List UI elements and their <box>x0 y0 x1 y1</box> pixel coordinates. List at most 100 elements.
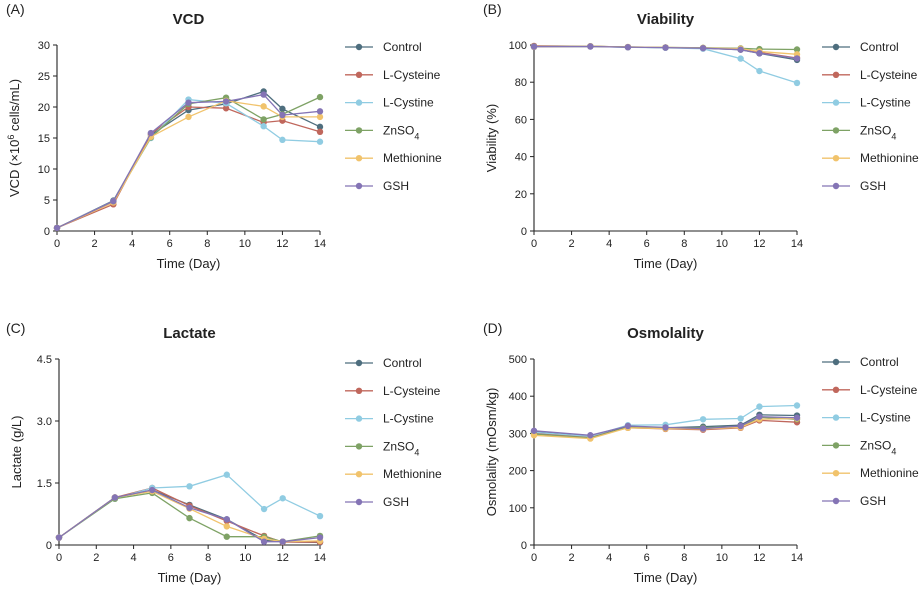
series-l-cysteine <box>53 103 324 232</box>
data-point <box>316 138 324 145</box>
y-axis-label: Lactate (g/L) <box>9 416 24 489</box>
data-point <box>316 113 324 121</box>
data-point <box>260 538 268 545</box>
legend-label: ZnSO4 <box>860 438 896 456</box>
legend-swatch-marker <box>832 497 840 505</box>
y-tick-label: 3.0 <box>37 416 52 428</box>
x-tick-label: 0 <box>54 238 60 250</box>
x-tick-label: 0 <box>531 238 537 250</box>
panel-letter: (C) <box>6 320 25 336</box>
data-point <box>186 514 193 522</box>
data-point <box>279 111 286 119</box>
legend-label: L-Cysteine <box>383 68 441 82</box>
data-point <box>186 504 193 511</box>
legend-swatch-marker <box>832 386 840 393</box>
y-tick-label: 0 <box>521 540 527 552</box>
data-point <box>279 495 286 502</box>
legend-swatch-marker <box>832 470 840 477</box>
legend-swatch-marker <box>355 99 363 106</box>
y-tick-label: 100 <box>509 40 527 52</box>
legend-label: L-Cystine <box>383 412 434 426</box>
data-point <box>624 422 632 430</box>
x-axis-label: Time (Day) <box>157 256 221 271</box>
series-line-methionine <box>533 417 798 440</box>
y-tick-label: 20 <box>515 189 527 201</box>
data-point <box>223 523 230 530</box>
legend-swatch-marker <box>832 155 840 162</box>
legend-label: L-Cystine <box>860 96 911 110</box>
legend-swatch-marker <box>832 43 840 51</box>
legend-swatch-marker <box>832 99 840 106</box>
x-tick-label: 8 <box>205 552 211 564</box>
legend-label: Methionine <box>383 151 442 165</box>
x-tick-label: 6 <box>168 552 174 564</box>
legend-swatch-marker <box>355 155 363 162</box>
data-point <box>111 494 119 501</box>
data-point <box>222 98 230 105</box>
x-axis-label: Time (Day) <box>634 570 698 585</box>
legend-label: Control <box>383 356 422 370</box>
chart-panel-b: (B) Viability 0 20 40 60 80 100 0 2 4 6 8 10 12 14 Time … <box>483 1 919 271</box>
panel-letter: (D) <box>483 320 502 336</box>
data-point <box>699 416 707 423</box>
y-axis-label: Viability (%) <box>484 104 499 172</box>
series-gsh <box>530 43 801 62</box>
y-tick-label: 500 <box>509 354 527 366</box>
data-point <box>756 413 763 420</box>
legend-swatch-marker <box>832 442 840 449</box>
x-tick-label: 12 <box>753 238 765 250</box>
data-point <box>587 432 594 439</box>
chart-panel-d: (D) Osmolality 0 100 200 300 400 500 0 2 4 6 8 10 12 14… <box>483 320 919 585</box>
data-point <box>793 55 801 62</box>
legend-swatch-marker <box>355 387 363 394</box>
x-tick-label: 4 <box>606 238 612 250</box>
legend-label: L-Cystine <box>383 96 434 110</box>
legend-label: Control <box>383 40 422 54</box>
legend-label: Control <box>860 355 899 369</box>
legend-label: GSH <box>860 179 886 193</box>
data-point <box>260 103 267 110</box>
x-tick-label: 2 <box>92 238 98 250</box>
legend-label: GSH <box>383 495 409 509</box>
legend-swatch-marker <box>355 359 363 367</box>
y-tick-label: 40 <box>515 152 527 164</box>
legend-swatch-marker <box>355 471 363 478</box>
legend: Control L-Cysteine L-Cystine ZnSO4 Methionin… <box>345 40 442 193</box>
chart-panel-a: (A) VCD 0 5 10 15 20 25 30 0 2 4 6 8 10 12 14 Time (Day) V… <box>6 1 442 271</box>
series-gsh <box>53 91 324 232</box>
y-tick-label: 300 <box>509 428 527 440</box>
data-point <box>185 99 192 106</box>
y-tick-label: 15 <box>38 133 50 145</box>
legend-label: ZnSO4 <box>383 123 419 141</box>
data-point <box>530 427 538 434</box>
series-line-l-cystine <box>533 404 798 438</box>
data-point <box>316 534 324 541</box>
legend-label: Methionine <box>860 466 919 480</box>
data-point <box>316 512 324 520</box>
x-tick-label: 2 <box>569 552 575 564</box>
y-tick-label: 10 <box>38 164 50 176</box>
series-gsh <box>530 413 801 439</box>
y-tick-label: 0 <box>46 540 52 552</box>
x-tick-label: 10 <box>239 238 251 250</box>
data-point <box>316 108 324 115</box>
data-point <box>737 46 744 53</box>
data-point <box>793 402 801 409</box>
y-tick-label: 25 <box>38 71 50 83</box>
data-point <box>587 43 594 50</box>
legend-swatch-marker <box>355 127 363 134</box>
data-point <box>756 403 763 410</box>
series-line-gsh <box>533 45 798 60</box>
data-point <box>662 44 669 51</box>
y-tick-label: 5 <box>44 195 50 207</box>
data-point <box>737 422 744 430</box>
legend-swatch-marker <box>355 443 363 450</box>
x-tick-label: 10 <box>239 552 251 564</box>
data-point <box>699 44 707 52</box>
data-point <box>530 43 538 50</box>
series-line-gsh <box>56 93 321 229</box>
x-tick-label: 4 <box>131 552 137 564</box>
x-tick-label: 8 <box>204 238 210 250</box>
